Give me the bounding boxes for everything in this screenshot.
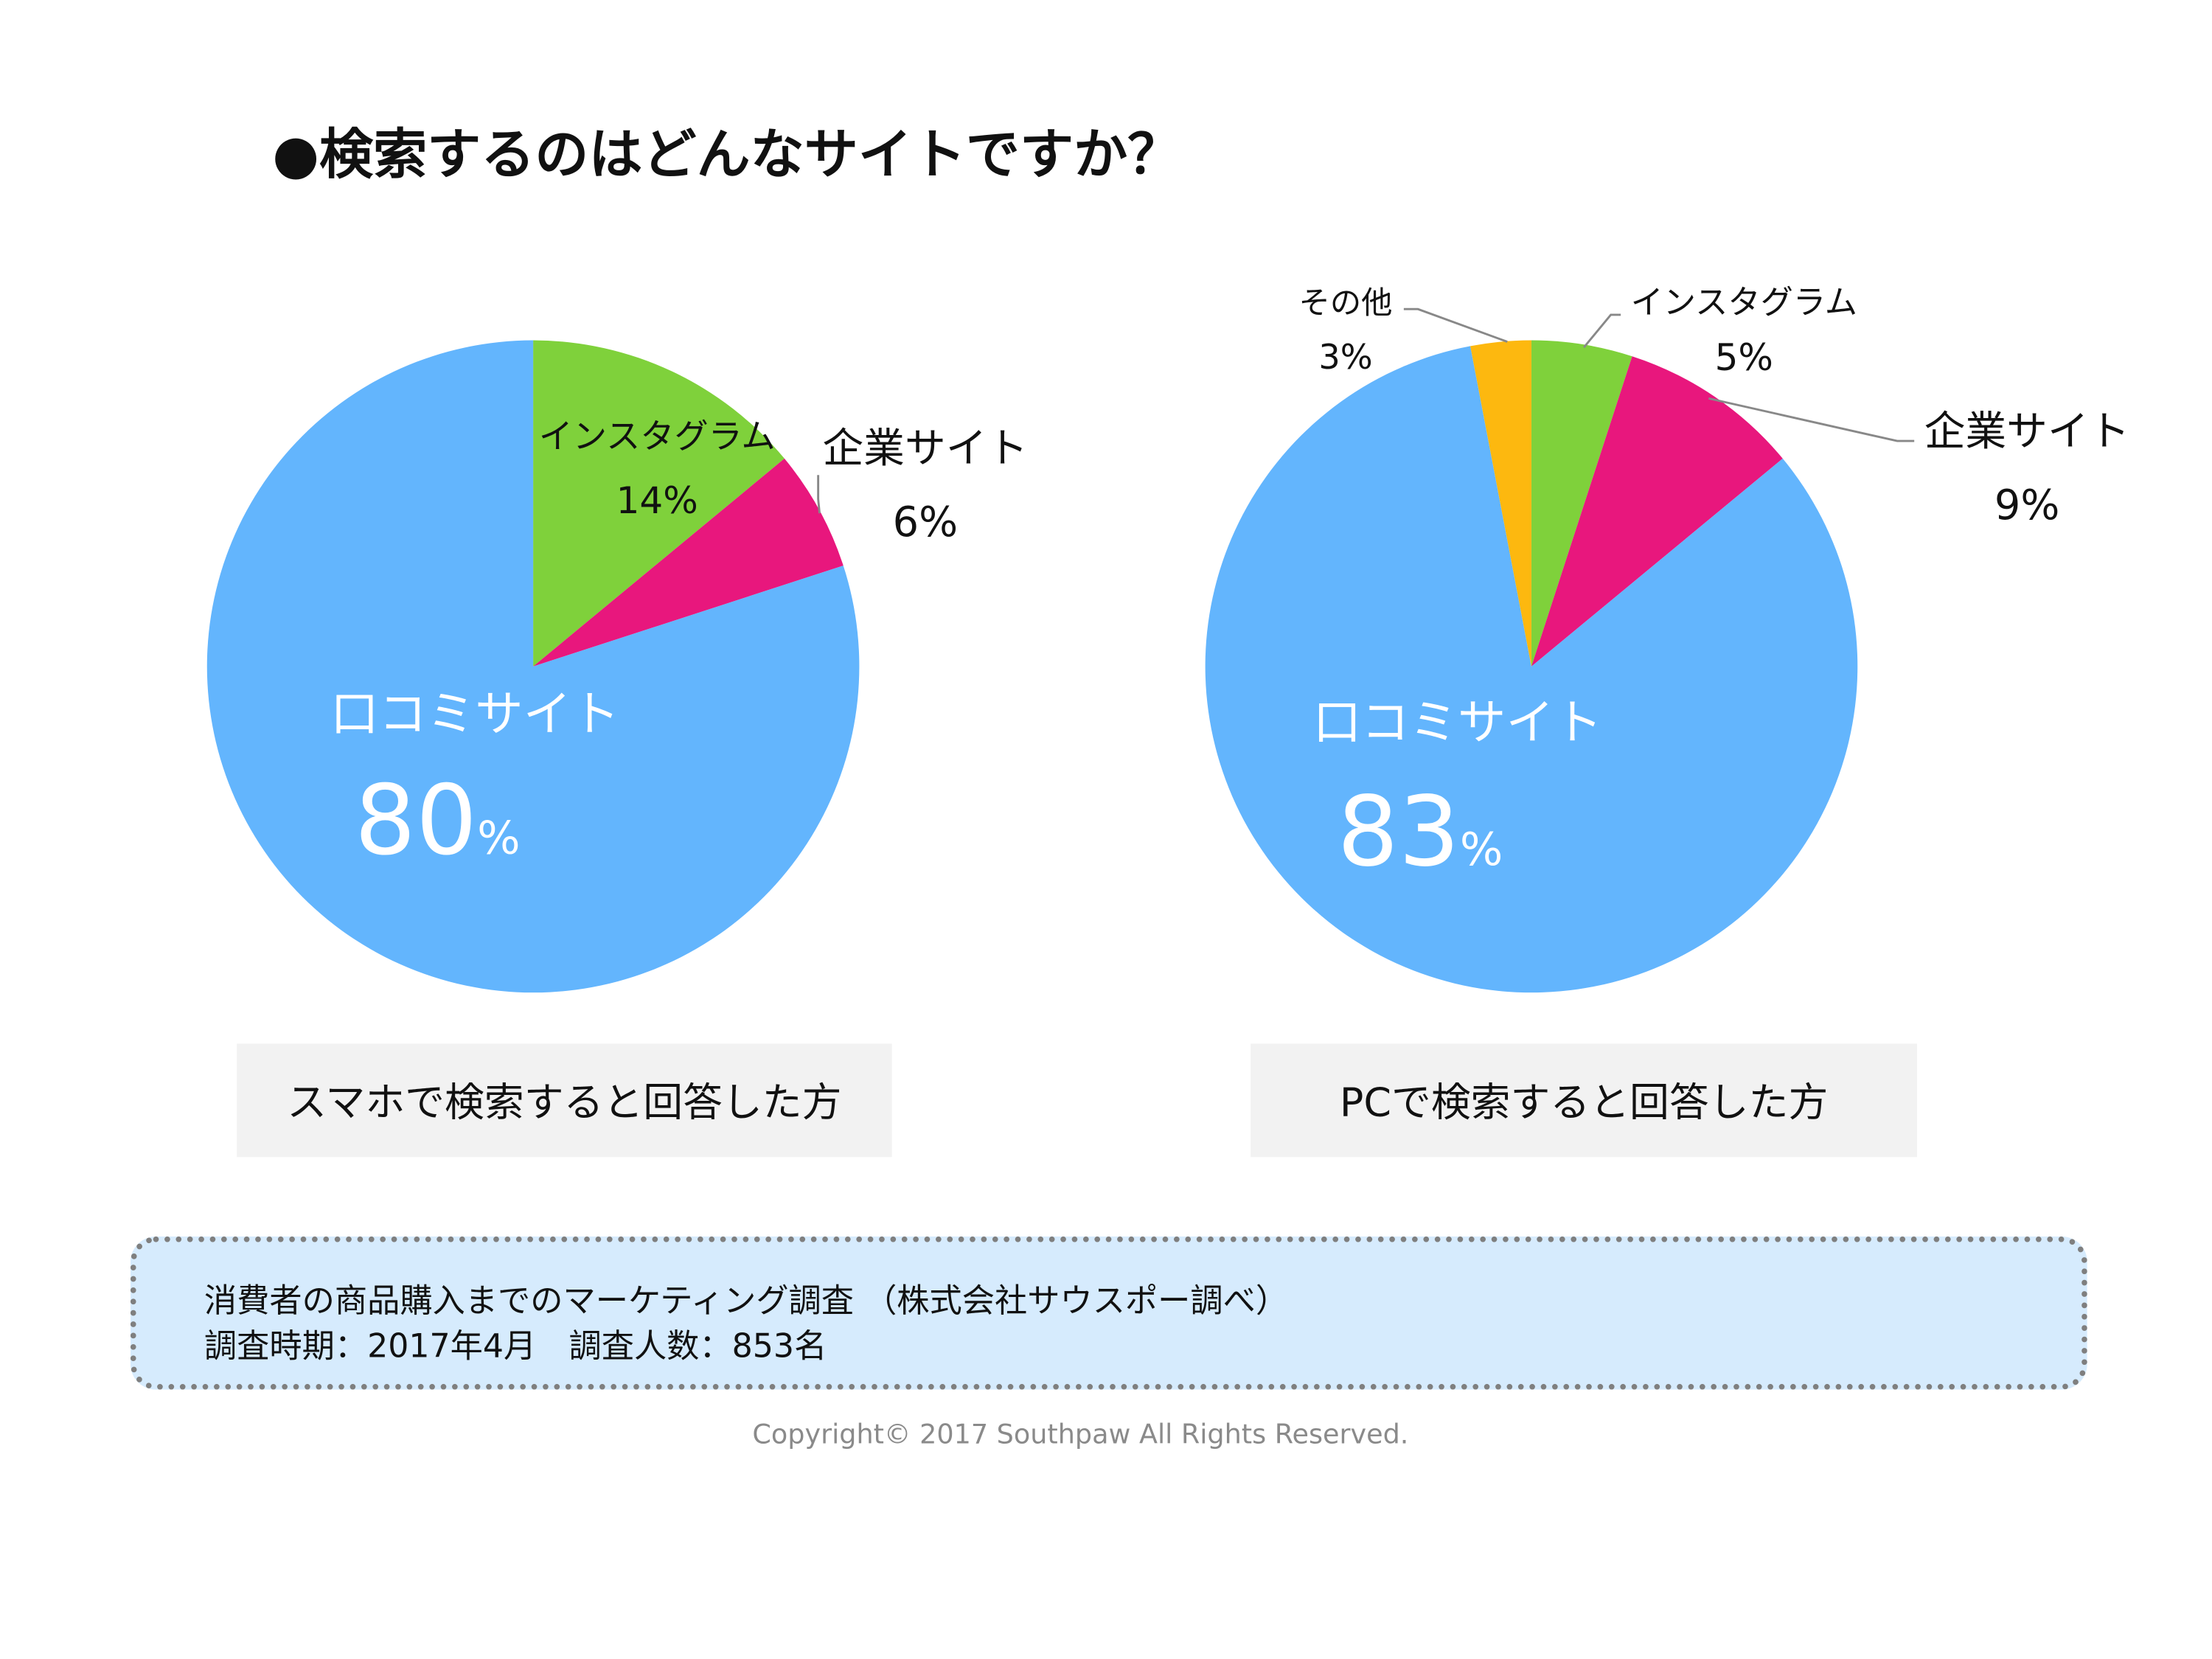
survey-note-line1: 消費者の商品購入までのマーケティング調査 （株式会社サウスポー調べ）	[204, 1283, 1289, 1321]
copyright: Copyright© 2017 Southpaw All Rights Rese…	[752, 1419, 1409, 1451]
pie-slice	[206, 340, 860, 993]
label-instagram-left: インスタグラム 14%	[538, 417, 776, 524]
leader-line-company	[1708, 397, 1915, 442]
pie-slice	[533, 458, 844, 667]
pie-pc	[1205, 340, 1858, 993]
label-reviews-left: 口コミサイト	[330, 686, 620, 743]
pie-slice	[1531, 356, 1783, 667]
leader-lines	[817, 307, 1915, 514]
label-instagram-right: インスタグラム 5%	[1630, 285, 1857, 380]
pie-slice	[1470, 340, 1531, 667]
page-title: ●検索するのはどんなサイトですか？	[272, 123, 1182, 186]
label-other: その他 3%	[1298, 286, 1393, 378]
pie-smartphone	[206, 340, 860, 993]
value-reviews-right: 83%	[1337, 776, 1503, 889]
survey-note: 消費者の商品購入までのマーケティング調査 （株式会社サウスポー調べ） 調査時期：…	[130, 1236, 2087, 1390]
pie-slice	[1531, 340, 1632, 667]
leader-line-other	[1403, 307, 1508, 343]
pie-slice	[1205, 346, 1858, 993]
leader-line-instagram	[1582, 313, 1621, 349]
pie-slice	[533, 340, 785, 667]
value-reviews-left: 80%	[354, 765, 521, 878]
label-company-right: 企業サイト 9%	[1924, 406, 2130, 529]
leader-line-company-left	[817, 475, 821, 514]
label-company-left: 企業サイト 6%	[822, 424, 1029, 546]
label-reviews-right: 口コミサイト	[1312, 695, 1603, 752]
caption-pc: PCで検索すると回答した方	[1251, 1043, 1918, 1158]
survey-note-line2: 調査時期：2017年4月 調査人数：853名	[204, 1328, 827, 1366]
caption-smartphone: スマホで検索すると回答した方	[237, 1043, 892, 1158]
